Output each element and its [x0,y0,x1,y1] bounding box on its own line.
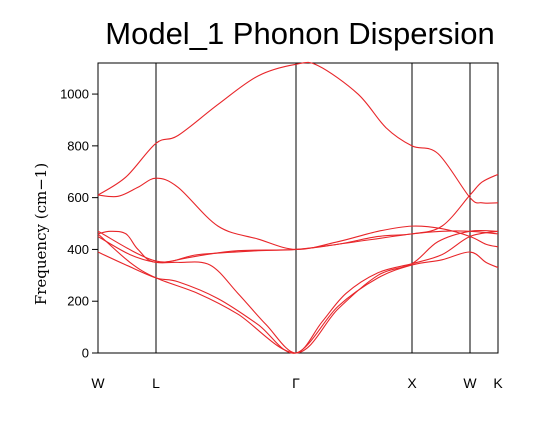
y-tick-label: 200 [67,294,89,309]
y-tick-label: 800 [67,138,89,153]
x-tick-label: K [493,375,503,391]
band-line-7 [97,229,499,354]
y-tick-label: 1000 [60,87,89,102]
plot-frame [97,62,499,354]
chart-title: Model_1 Phonon Dispersion [105,16,494,51]
band-line-1 [97,177,499,250]
x-tick-label: X [407,375,417,391]
band-line-4 [97,230,499,263]
x-tick-label: W [91,375,105,391]
y-axis-title: Frequency (cm−1) [32,163,50,305]
x-tick-label: W [463,375,477,391]
high-symmetry-lines [155,63,471,353]
band-line-6 [97,251,499,354]
y-axis-ticks: 0 200 400 600 800 1000 [60,87,98,361]
x-tick-label: L [152,375,160,391]
band-line-2 [97,61,499,204]
band-lines [97,61,499,354]
y-tick-label: 0 [82,346,89,361]
x-tick-label: Γ [292,375,300,391]
y-tick-label: 400 [67,242,89,257]
y-tick-label: 600 [67,190,89,205]
